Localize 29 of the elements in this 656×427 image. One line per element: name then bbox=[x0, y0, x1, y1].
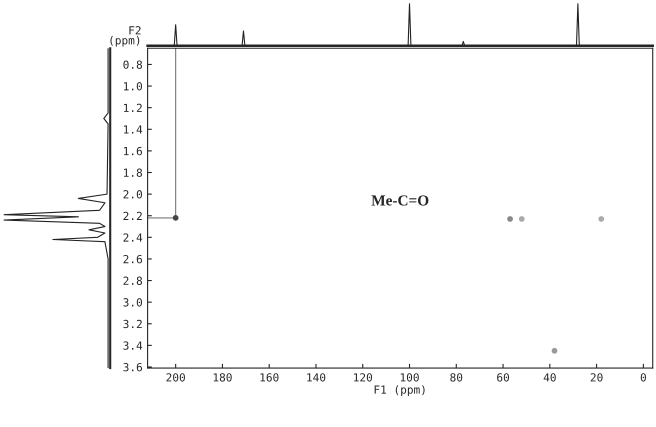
x-tick-label: 20 bbox=[590, 373, 603, 382]
y-axis-title: F2 (ppm) bbox=[110, 26, 141, 47]
x-tick-label: 180 bbox=[214, 373, 232, 382]
y-tick-label: 2.4 bbox=[123, 233, 142, 242]
y-tick-label: 2.0 bbox=[123, 190, 142, 199]
y-tick-label: 2.2 bbox=[123, 212, 142, 220]
x-tick-label: 60 bbox=[497, 373, 510, 382]
x-tick-label: 80 bbox=[450, 373, 462, 382]
x-tick-label: 120 bbox=[354, 373, 372, 382]
y-tick-label: 0.8 bbox=[123, 60, 142, 69]
y-tick-label: 2.8 bbox=[123, 276, 142, 285]
y-tick-label: 1.2 bbox=[124, 104, 142, 112]
y-tick-label: 3.4 bbox=[123, 341, 142, 350]
y-tick-label: 3.0 bbox=[123, 298, 142, 307]
y-tick-label: 2.6 bbox=[123, 254, 142, 264]
x-tick-label: 100 bbox=[400, 373, 419, 382]
x-tick-label: 40 bbox=[544, 373, 556, 382]
y-tick-label: 1.4 bbox=[124, 125, 142, 134]
y-tick-label: 3.2 bbox=[123, 320, 142, 328]
y-tick-label: 3.6 bbox=[123, 363, 142, 372]
x-tick-label: 0 bbox=[640, 373, 646, 382]
annotation: Me-C=O bbox=[371, 195, 428, 206]
x-tick-label: 200 bbox=[166, 373, 185, 382]
y-tick-label: 1.8 bbox=[124, 168, 142, 177]
y-tick-label: 1.6 bbox=[124, 146, 142, 156]
x-tick-label: 140 bbox=[307, 373, 326, 382]
x-tick-label: 160 bbox=[260, 373, 279, 382]
y-tick-label: 1.0 bbox=[124, 82, 142, 90]
x-axis-title: F1 (ppm) bbox=[374, 385, 425, 396]
